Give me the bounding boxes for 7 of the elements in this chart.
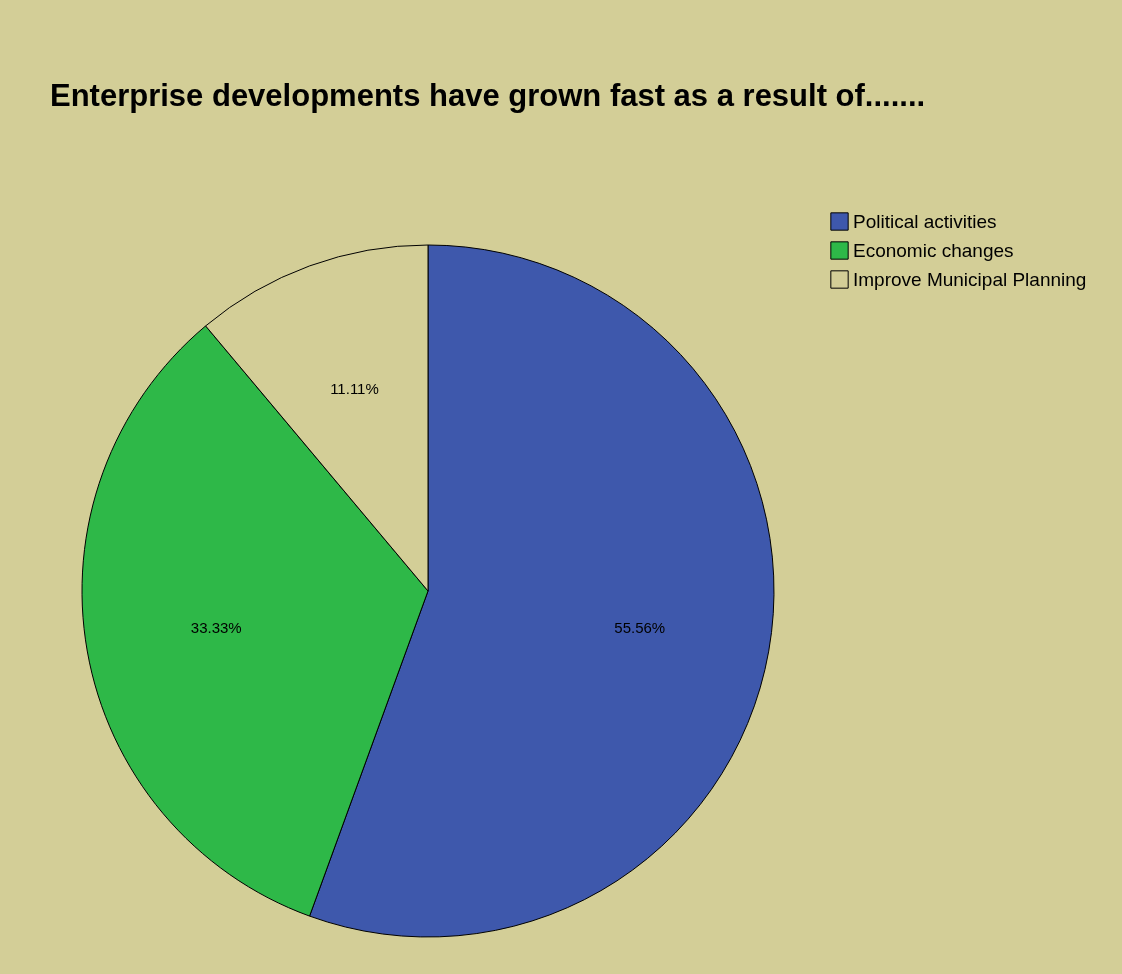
legend-label: Political activities bbox=[853, 210, 997, 232]
data-label: 55.56% bbox=[614, 619, 666, 637]
data-label: 33.33% bbox=[190, 619, 242, 637]
chart-title: Enterprise developments have grown fast as a result of....... bbox=[50, 78, 926, 113]
data-label: 11.11% bbox=[330, 379, 379, 397]
legend-label: Economic changes bbox=[853, 239, 1014, 261]
legend-label: Improve Municipal Planning bbox=[853, 268, 1087, 290]
